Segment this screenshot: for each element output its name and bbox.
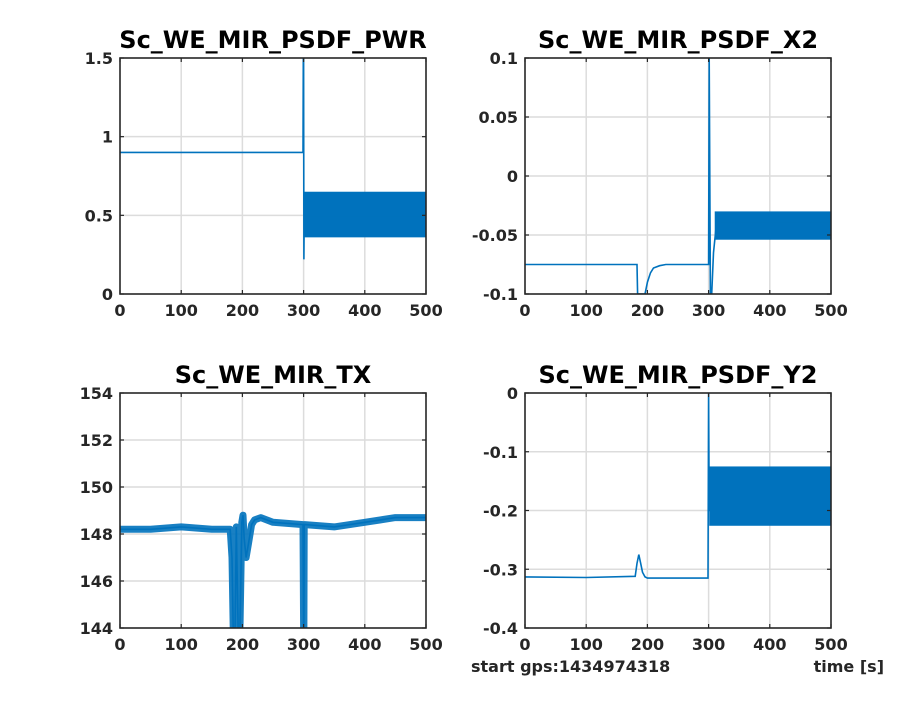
series-line (120, 515, 426, 628)
chart-title: Sc_WE_MIR_PSDF_PWR (119, 26, 426, 54)
chart-title: Sc_WE_MIR_TX (175, 361, 372, 389)
x-tick-label: 100 (164, 635, 197, 654)
y-tick-label: 0.1 (490, 49, 518, 68)
y-tick-label: 152 (80, 431, 113, 450)
x-tick-label: 500 (409, 301, 442, 320)
subplot-y2: 0 100 200 300 400 500 -0.4 -0.3 -0.2 -0.1 0 Sc_WE_M… (483, 361, 848, 654)
y-tick-label: 1 (102, 128, 113, 147)
chart-title: Sc_WE_MIR_PSDF_Y2 (539, 361, 818, 389)
x-tick-label: 0 (114, 635, 125, 654)
noise-band (120, 511, 426, 628)
plot-area (120, 511, 426, 628)
x-tick-label: 0 (519, 301, 530, 320)
start-gps-label: start gps:1434974318 (471, 657, 670, 676)
x-tick-label: 200 (631, 635, 664, 654)
plot-area (120, 58, 426, 260)
x-tick-label: 200 (226, 635, 259, 654)
x-tick-label: 300 (287, 301, 320, 320)
subplot-x2: 0 100 200 300 400 500 -0.1 -0.05 0 0.05 0.1 Sc_WE_M… (472, 26, 848, 320)
x-tick-label: 500 (814, 635, 847, 654)
subplot-pwr: 0 100 200 300 400 500 0 0.5 1 1.5 Sc_WE_MIR_PSDF_P… (85, 26, 443, 320)
y-tick-label: -0.05 (472, 226, 518, 245)
x-tick-label: 400 (753, 635, 786, 654)
y-tick-label: 150 (80, 478, 113, 497)
y-tick-label: 1.5 (85, 49, 113, 68)
plot-area (525, 58, 831, 294)
y-tick-label: -0.3 (483, 560, 518, 579)
x-tick-label: 0 (114, 301, 125, 320)
series-line (525, 393, 831, 579)
y-tick-label: 0 (507, 384, 518, 403)
y-tick-label: -0.2 (483, 502, 518, 521)
axes-frame (119, 392, 427, 629)
y-tick-label: 148 (80, 525, 113, 544)
y-tick-label: 154 (80, 384, 113, 403)
oscillation-band (714, 211, 831, 240)
x-tick-label: 0 (519, 635, 530, 654)
y-tick-label: 0.5 (85, 206, 113, 225)
plot-area (525, 393, 831, 579)
x-tick-label: 400 (753, 301, 786, 320)
series-line (525, 58, 831, 294)
x-tick-label: 500 (409, 635, 442, 654)
x-tick-label: 400 (348, 635, 381, 654)
series-line (120, 58, 426, 260)
subplot-tx: 0 100 200 300 400 500 144 146 148 150 152 154 Sc_WE_… (80, 361, 443, 654)
axes-frame (119, 57, 427, 295)
y-tick-label: 144 (80, 619, 113, 638)
x-tick-label: 500 (814, 301, 847, 320)
y-tick-label: 0 (102, 285, 113, 304)
x-tick-label: 100 (569, 301, 602, 320)
y-tick-label: 0 (507, 167, 518, 186)
y-tick-label: -0.4 (483, 619, 518, 638)
y-tick-label: 0.05 (479, 108, 518, 127)
y-tick-label: -0.1 (483, 285, 518, 304)
y-tick-label: 146 (80, 572, 113, 591)
x-tick-label: 300 (692, 635, 725, 654)
x-tick-label: 200 (631, 301, 664, 320)
x-tick-label: 300 (692, 301, 725, 320)
x-tick-label: 200 (226, 301, 259, 320)
x-tick-label: 100 (569, 635, 602, 654)
chart-title: Sc_WE_MIR_PSDF_X2 (538, 26, 818, 54)
x-axis-label: time [s] (814, 657, 884, 676)
y-tick-label: -0.1 (483, 443, 518, 462)
x-tick-label: 100 (164, 301, 197, 320)
x-tick-label: 400 (348, 301, 381, 320)
oscillation-band (709, 466, 831, 526)
x-tick-label: 300 (287, 635, 320, 654)
